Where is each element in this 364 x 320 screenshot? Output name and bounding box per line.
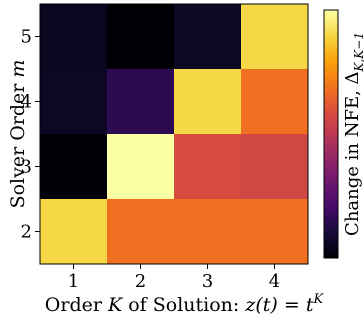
heatmap-cell-m2-k2 [107, 199, 175, 265]
heatmap-cell-m4-k4 [241, 69, 309, 135]
heatmap-cells [40, 4, 309, 265]
y-tick-label: 2 [21, 222, 32, 243]
heatmap-cell-m4-k3 [174, 69, 242, 135]
x-tick-label: 2 [135, 271, 146, 292]
x-tick-label: 3 [202, 271, 213, 292]
heatmap-cell-m2-k3 [174, 199, 242, 265]
x-tick-label: 4 [269, 271, 280, 292]
colorbar-label: Change in NFE, ΔK,K−1 [342, 32, 364, 236]
x-tick-label: 1 [68, 271, 79, 292]
heatmap-cell-m4-k2 [107, 69, 175, 135]
x-axis-label: Order K of Solution: z(t) = tK [45, 292, 325, 316]
x-axis-ticks: 1 2 3 4 [68, 264, 280, 292]
heatmap-cell-m5-k4 [241, 4, 309, 70]
heatmap-cell-m3-k3 [174, 134, 242, 200]
y-tick-label: 5 [21, 27, 32, 48]
y-axis-label: Solver Order m [7, 60, 29, 209]
y-tick-label: 4 [21, 92, 32, 113]
heatmap-cell-m2-k1 [40, 199, 108, 265]
heatmap-cell-m5-k1 [40, 4, 108, 70]
colorbar [323, 9, 339, 259]
heatmap-cell-m5-k2 [107, 4, 175, 70]
heatmap-cell-m3-k2 [107, 134, 175, 200]
heatmap-cell-m4-k1 [40, 69, 108, 135]
heatmap-cell-m5-k3 [174, 4, 242, 70]
heatmap-cell-m2-k4 [241, 199, 309, 265]
y-tick-label: 3 [21, 157, 32, 178]
y-axis-ticks: 2 3 4 5 [21, 27, 40, 243]
plot-frame [39, 3, 309, 265]
heatmap-cell-m3-k4 [241, 134, 309, 200]
heatmap-cell-m3-k1 [40, 134, 108, 200]
